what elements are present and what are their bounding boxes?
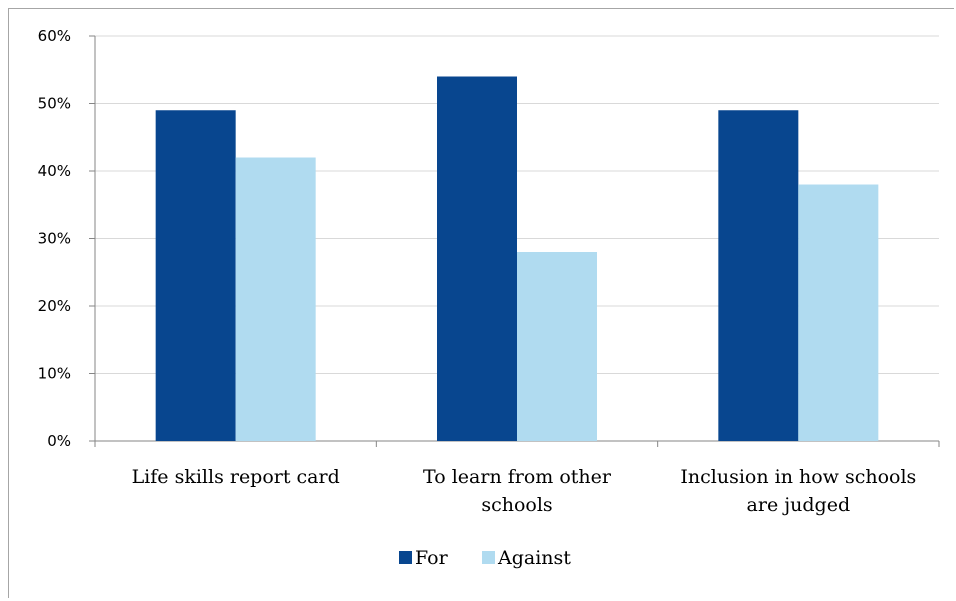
chart-frame xyxy=(8,8,954,598)
legend: For Against xyxy=(399,547,571,569)
x-category-label-line: schools xyxy=(481,494,552,516)
legend-swatch-against xyxy=(482,551,495,564)
x-category-label: Inclusion in how schools are judged xyxy=(680,466,916,516)
bar-against-3 xyxy=(798,184,879,441)
y-tick-label: 40% xyxy=(38,162,71,180)
x-category-label-line: To learn from other xyxy=(423,466,612,488)
y-tick-label: 30% xyxy=(38,230,71,248)
y-tick-label: 0% xyxy=(47,432,71,450)
x-category-label: Life skills report card xyxy=(132,466,340,488)
bar-for-2 xyxy=(437,76,517,441)
bar-against-2 xyxy=(517,252,597,441)
legend-swatch-for xyxy=(399,551,412,564)
x-category-label-line: Life skills report card xyxy=(132,466,340,488)
x-category-label: To learn from other schools xyxy=(423,466,612,516)
bars xyxy=(155,76,879,441)
legend-label-against: Against xyxy=(497,547,571,569)
bar-for-1 xyxy=(155,110,236,441)
x-category-label-line: Inclusion in how schools xyxy=(680,466,916,488)
y-tick-label: 10% xyxy=(38,365,71,383)
y-tick-label: 50% xyxy=(38,95,71,113)
bar-against-1 xyxy=(235,157,316,441)
legend-label-for: For xyxy=(415,547,449,569)
bar-for-3 xyxy=(718,110,799,441)
x-category-label-line: are judged xyxy=(747,494,851,516)
y-tick-label: 60% xyxy=(38,27,71,45)
y-tick-label: 20% xyxy=(38,297,71,315)
labels: 0% 10% 20% 30% 40% 50% 60% Life skills report c… xyxy=(38,27,917,516)
